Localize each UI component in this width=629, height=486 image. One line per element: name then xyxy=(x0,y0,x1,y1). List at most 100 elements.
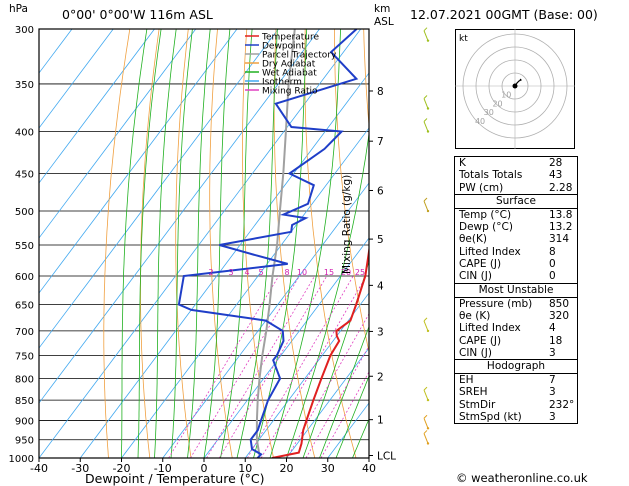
isotherm xyxy=(286,347,369,458)
km-tick-label: 5 xyxy=(377,234,384,246)
index-row: StmSpd (kt) 3 xyxy=(455,411,577,423)
index-value: 7 xyxy=(549,374,556,387)
dry-adiabat xyxy=(273,29,316,458)
index-label: Lifted Index xyxy=(459,322,521,335)
pressure-tick-label: 600 xyxy=(15,272,34,283)
pressure-tick-label: 850 xyxy=(15,396,34,407)
pressure-tick-label: 400 xyxy=(15,128,34,139)
index-value: 13.8 xyxy=(549,208,573,221)
unstable-title: Most Unstable xyxy=(455,282,577,298)
index-value: 0 xyxy=(549,270,556,283)
asl-label: ASL xyxy=(374,16,394,28)
index-label: θe (K) xyxy=(459,309,491,322)
index-value: 8 xyxy=(549,245,556,258)
pressure-tick-label: 450 xyxy=(15,169,34,180)
mixing-ratio-label: 10 xyxy=(297,268,307,277)
temperature-tick-label: -40 xyxy=(30,462,48,475)
wind-barb xyxy=(423,30,429,41)
isotherm xyxy=(39,29,155,184)
mixing-ratio-label: 15 xyxy=(324,268,334,277)
mixing-ratio-line xyxy=(320,371,369,458)
unstable-section: Pressure (mb) 850 θe (K) 320 Lifted Index 4 CA… xyxy=(455,298,577,359)
index-value: 18 xyxy=(549,334,563,347)
isotherm xyxy=(39,29,362,458)
wet-adiabat xyxy=(170,29,193,458)
index-row: CIN (J) 3 xyxy=(455,347,577,359)
index-label: CAPE (J) xyxy=(459,258,502,271)
temperature-tick-label: -10 xyxy=(154,462,172,475)
isotherm xyxy=(39,29,114,129)
mixing-ratio-label: 5 xyxy=(258,268,263,277)
index-row: PW (cm) 2.28 xyxy=(455,182,577,194)
hodograph-ring-label: 20 xyxy=(492,99,502,108)
mixing-ratio-line xyxy=(168,275,280,458)
isotherm xyxy=(162,182,369,458)
legend-entry: Isotherm xyxy=(262,78,302,88)
wind-barb xyxy=(423,200,429,212)
wind-barb xyxy=(423,98,429,109)
mixing-ratio-label: 25 xyxy=(355,268,365,277)
wind-barb-base xyxy=(426,39,430,42)
km-tick-label: 8 xyxy=(377,86,384,98)
isotherm xyxy=(39,29,238,294)
wind-barb xyxy=(423,389,429,401)
legend-entry: Mixing Ratio xyxy=(262,87,318,97)
index-row: CIN (J) 0 xyxy=(455,270,577,282)
wind-barb-flag xyxy=(423,27,428,32)
index-label: θe(K) xyxy=(459,233,487,246)
index-label: StmSpd (kt) xyxy=(459,411,522,424)
copyright-footer: © weatheronline.co.uk xyxy=(456,471,588,485)
index-row: EH 7 xyxy=(455,374,577,386)
index-label: SREH xyxy=(459,386,488,399)
dry-adiabat xyxy=(363,29,369,130)
wet-adiabat xyxy=(335,375,369,458)
hodograph-title: Hodograph xyxy=(455,359,577,375)
wet-adiabat xyxy=(121,29,148,458)
mixing-ratio-line xyxy=(286,313,369,458)
index-row: StmDir 232° xyxy=(455,399,577,411)
index-label: Dewp (°C) xyxy=(459,221,513,234)
hodograph-ring-label: 10 xyxy=(501,91,511,100)
index-label: CAPE (J) xyxy=(459,334,502,347)
wind-barb-base xyxy=(426,107,430,110)
wind-barb-flag xyxy=(423,197,428,202)
index-label: StmDir xyxy=(459,398,496,411)
km-tick-label: 4 xyxy=(377,280,384,292)
wind-barb-base xyxy=(426,427,430,430)
hpa-label: hPa xyxy=(9,3,28,15)
km-tick-label: 6 xyxy=(377,185,384,197)
dewpoint-line xyxy=(177,29,359,458)
surface-section: Temp (°C) 13.8 Dewp (°C) 13.2 θe(K) 314 Lifted… xyxy=(455,209,577,283)
pressure-tick-label: 700 xyxy=(15,327,34,338)
index-row: Temp (°C) 13.8 xyxy=(455,209,577,221)
wind-barb-base xyxy=(426,398,430,402)
pressure-tick-label: 900 xyxy=(15,416,34,427)
index-value: 0 xyxy=(549,258,556,271)
wind-barb-flag xyxy=(423,95,428,99)
dry-adiabat xyxy=(334,29,369,354)
pressure-tick-label: 800 xyxy=(15,374,34,385)
km-tick-label: 2 xyxy=(377,371,384,383)
legend-entry: Temperature xyxy=(261,33,319,43)
index-label: Totals Totals xyxy=(459,169,523,182)
dry-adiabat xyxy=(304,29,357,458)
index-row: K 28 xyxy=(455,157,577,169)
pressure-tick-label: 650 xyxy=(15,301,34,312)
x-axis-title: Dewpoint / Temperature (°C) xyxy=(85,471,265,486)
stability-indices: K 28 Totals Totals 43 PW (cm) 2.28 xyxy=(455,157,577,194)
isotherm xyxy=(39,29,197,239)
temperature-tick-label: -30 xyxy=(71,462,89,475)
indices-panel: K 28 Totals Totals 43 PW (cm) 2.28 Surface Te… xyxy=(454,156,578,425)
mixing-ratio-line xyxy=(260,275,367,458)
km-tick-label: 1 xyxy=(377,415,384,427)
wet-adiabat xyxy=(269,29,341,458)
temperature-tick-label: 0 xyxy=(201,462,208,475)
y-axis-title-mixing-ratio: Mixing Ratio (g/kg) xyxy=(341,174,353,274)
wind-barb-flag xyxy=(423,118,428,122)
mixing-ratio-label: 8 xyxy=(284,268,289,277)
legend-entry: Dry Adiabat xyxy=(262,60,316,70)
wet-adiabat xyxy=(220,29,253,458)
index-row: SREH 3 xyxy=(455,386,577,398)
pressure-tick-label: 500 xyxy=(15,207,34,218)
